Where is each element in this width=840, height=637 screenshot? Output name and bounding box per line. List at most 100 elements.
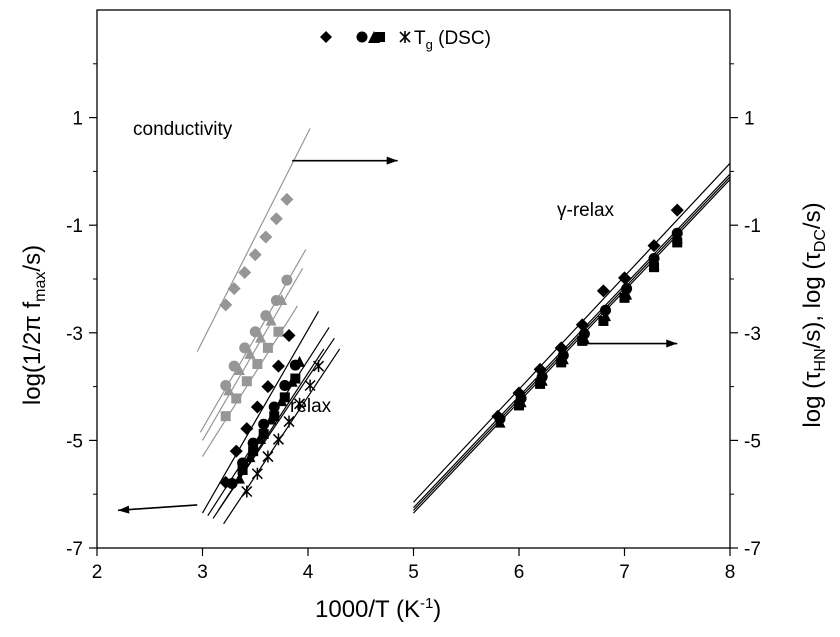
y-tick-label-right: 1 bbox=[744, 109, 755, 130]
conductivity-square-point bbox=[220, 411, 231, 422]
arrow-head bbox=[666, 339, 678, 348]
gamma-diamond-point bbox=[596, 284, 610, 298]
gamma-square-point bbox=[514, 400, 524, 411]
gamma-diamond-fit-line bbox=[413, 162, 731, 503]
x-tick-label: 8 bbox=[725, 562, 736, 583]
conductivity-square-point bbox=[273, 326, 284, 337]
conductivity-triangle-point bbox=[244, 347, 256, 359]
gamma-diamond-point bbox=[575, 318, 589, 332]
alpha-square-point bbox=[258, 428, 269, 439]
gamma-circle-point bbox=[648, 253, 660, 265]
alpha-cross-point bbox=[272, 433, 284, 446]
x-tick-label: 3 bbox=[197, 562, 208, 583]
alpha-circle-point bbox=[279, 380, 291, 392]
alpha-diamond-point bbox=[282, 328, 296, 342]
conductivity-circle-point bbox=[260, 310, 272, 322]
annotation-arrows bbox=[118, 156, 678, 514]
conductivity-square-point bbox=[252, 359, 263, 370]
legend-diamond-marker bbox=[320, 31, 332, 43]
axis-ticks: 2 3 4 5 6 7 8 -7 -7 -5 -5 -3 -3 -1 -1 1 1 bbox=[66, 63, 761, 583]
conductivity-square-point bbox=[231, 393, 242, 404]
data-points bbox=[219, 192, 684, 498]
conductivity-circle-point bbox=[239, 342, 251, 354]
arrow-head bbox=[386, 156, 398, 165]
conductivity-circle-point bbox=[249, 326, 261, 338]
alpha-cross-point bbox=[262, 450, 274, 463]
alpha-cross-point bbox=[283, 415, 295, 428]
conductivity-label: conductivity bbox=[133, 119, 233, 140]
alpha-circle-point bbox=[268, 401, 280, 413]
alpha-triangle-point bbox=[244, 451, 256, 463]
gamma-square-point bbox=[672, 237, 683, 248]
y-tick-label-right: -1 bbox=[744, 216, 761, 237]
alpha-cross-point bbox=[313, 360, 325, 373]
gamma-relax-label: γ-relax bbox=[557, 200, 615, 221]
x-tick-label: 2 bbox=[92, 562, 103, 583]
y-tick-label-left: -1 bbox=[66, 216, 83, 237]
x-tick-label: 5 bbox=[408, 562, 419, 583]
gamma-circle-fit-line bbox=[413, 173, 731, 509]
conductivity-diamond-point bbox=[280, 192, 294, 206]
y-tick-label-left: -3 bbox=[66, 324, 83, 345]
conductivity-triangle-point bbox=[233, 363, 245, 375]
alpha-diamond-point bbox=[250, 400, 264, 414]
conductivity-square-point bbox=[241, 376, 252, 387]
x-tick-label: 7 bbox=[619, 562, 630, 583]
conductivity-triangle-point bbox=[223, 384, 235, 396]
y-tick-label-right: -7 bbox=[744, 539, 761, 560]
fit-lines bbox=[196, 128, 731, 525]
alpha-circle-point bbox=[247, 437, 259, 449]
legend-cross-marker bbox=[399, 31, 411, 43]
alpha-square-point bbox=[290, 373, 301, 384]
alpha-square-point bbox=[269, 411, 280, 422]
alpha-cross-point bbox=[304, 379, 316, 392]
y-axis-right-title: log (τHN/s), log (τDC/s) bbox=[799, 202, 829, 427]
x-tick-label: 6 bbox=[514, 562, 525, 583]
gamma-triangle-fit-line bbox=[413, 176, 731, 511]
y-tick-label-left: -7 bbox=[66, 539, 83, 560]
alpha-triangle-point bbox=[233, 472, 245, 484]
alpha-square-point bbox=[237, 464, 248, 475]
arrow-head bbox=[118, 505, 130, 514]
conductivity-diamond-point bbox=[248, 248, 262, 262]
gamma-square-point bbox=[619, 292, 630, 303]
alpha-diamond-point bbox=[229, 444, 243, 458]
alpha-relax-label: relax bbox=[290, 396, 332, 417]
gamma-square-fit-line bbox=[413, 179, 731, 514]
arrow-shaft bbox=[118, 504, 198, 512]
x-axis-title: 1000/T (K-1) bbox=[315, 595, 441, 623]
alpha-diamond-point bbox=[271, 359, 285, 373]
y-tick-label-right: -3 bbox=[744, 324, 761, 345]
alpha-diamond-fit-line bbox=[201, 310, 320, 514]
gamma-square-point bbox=[598, 315, 609, 326]
conductivity-diamond-point bbox=[269, 212, 283, 226]
gamma-square-point bbox=[535, 378, 546, 389]
gamma-square-point bbox=[577, 335, 588, 346]
gamma-triangle-point bbox=[494, 416, 506, 428]
legend-square-marker bbox=[375, 32, 385, 42]
y-axis-left-title: log(1/2π fmax/s) bbox=[19, 245, 49, 405]
gamma-diamond-point bbox=[670, 203, 684, 217]
legend: Tg (DSC) bbox=[320, 28, 491, 52]
legend-label: Tg (DSC) bbox=[414, 28, 491, 52]
conductivity-diamond-point bbox=[227, 282, 241, 296]
alpha-cross-point bbox=[241, 485, 253, 498]
conductivity-diamond-point bbox=[259, 230, 273, 244]
alpha-cross-point bbox=[294, 397, 306, 410]
conductivity-diamond-point bbox=[238, 266, 252, 280]
alpha-square-point bbox=[279, 392, 290, 403]
conductivity-triangle-point bbox=[276, 294, 288, 306]
conductivity-circle-point bbox=[281, 274, 293, 286]
conductivity-square-point bbox=[262, 342, 273, 353]
alpha-diamond-point bbox=[261, 380, 275, 394]
alpha-cross-point bbox=[251, 467, 263, 480]
alpha-triangle-point bbox=[294, 355, 306, 367]
legend-circle-marker bbox=[356, 31, 368, 43]
gamma-square-point bbox=[556, 357, 567, 368]
alpha-circle-point bbox=[226, 477, 238, 489]
y-tick-label-right: -5 bbox=[744, 431, 761, 452]
conductivity-circle-point bbox=[228, 360, 240, 372]
gamma-diamond-point bbox=[647, 239, 661, 253]
gamma-diamond-point bbox=[618, 271, 631, 285]
